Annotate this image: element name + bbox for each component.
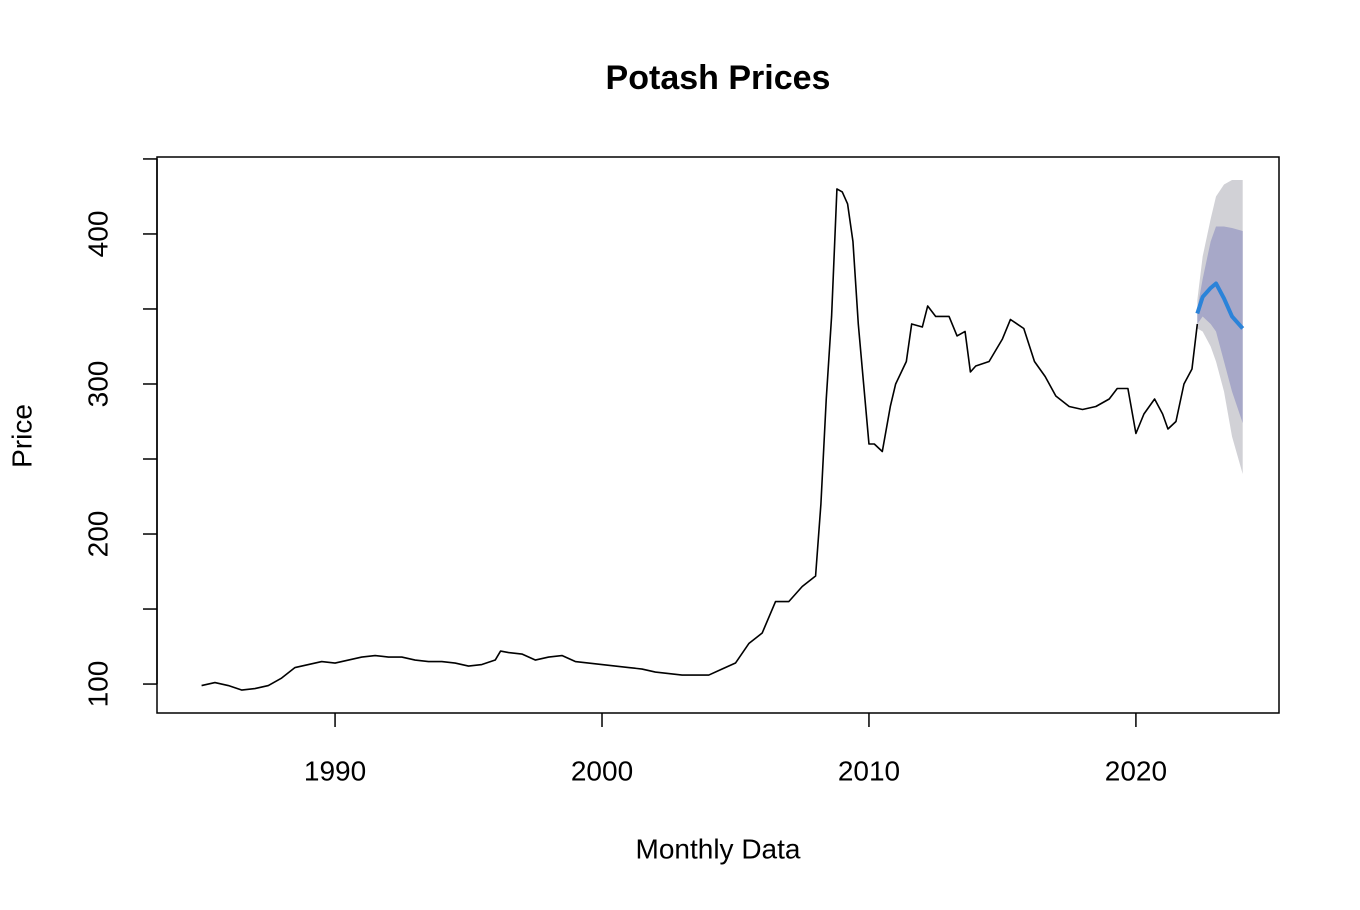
y-tick-label: 300 bbox=[82, 361, 113, 408]
x-tick-label: 2000 bbox=[571, 755, 633, 786]
y-tick-label: 100 bbox=[82, 661, 113, 708]
forecast-mean-line bbox=[1195, 281, 1245, 330]
history-line bbox=[201, 188, 1199, 691]
x-axis-label: Monthly Data bbox=[636, 833, 801, 864]
chart-title: Potash Prices bbox=[606, 59, 831, 97]
x-tick-label: 2010 bbox=[838, 755, 900, 786]
y-tick-label: 400 bbox=[82, 211, 113, 258]
y-tick-label: 200 bbox=[82, 511, 113, 558]
x-tick-label: 2020 bbox=[1105, 755, 1167, 786]
plot-frame bbox=[156, 156, 1280, 714]
x-tick-label: 1990 bbox=[304, 755, 366, 786]
y-axis-label: Price bbox=[6, 404, 37, 468]
band-80 bbox=[1197, 226, 1243, 423]
